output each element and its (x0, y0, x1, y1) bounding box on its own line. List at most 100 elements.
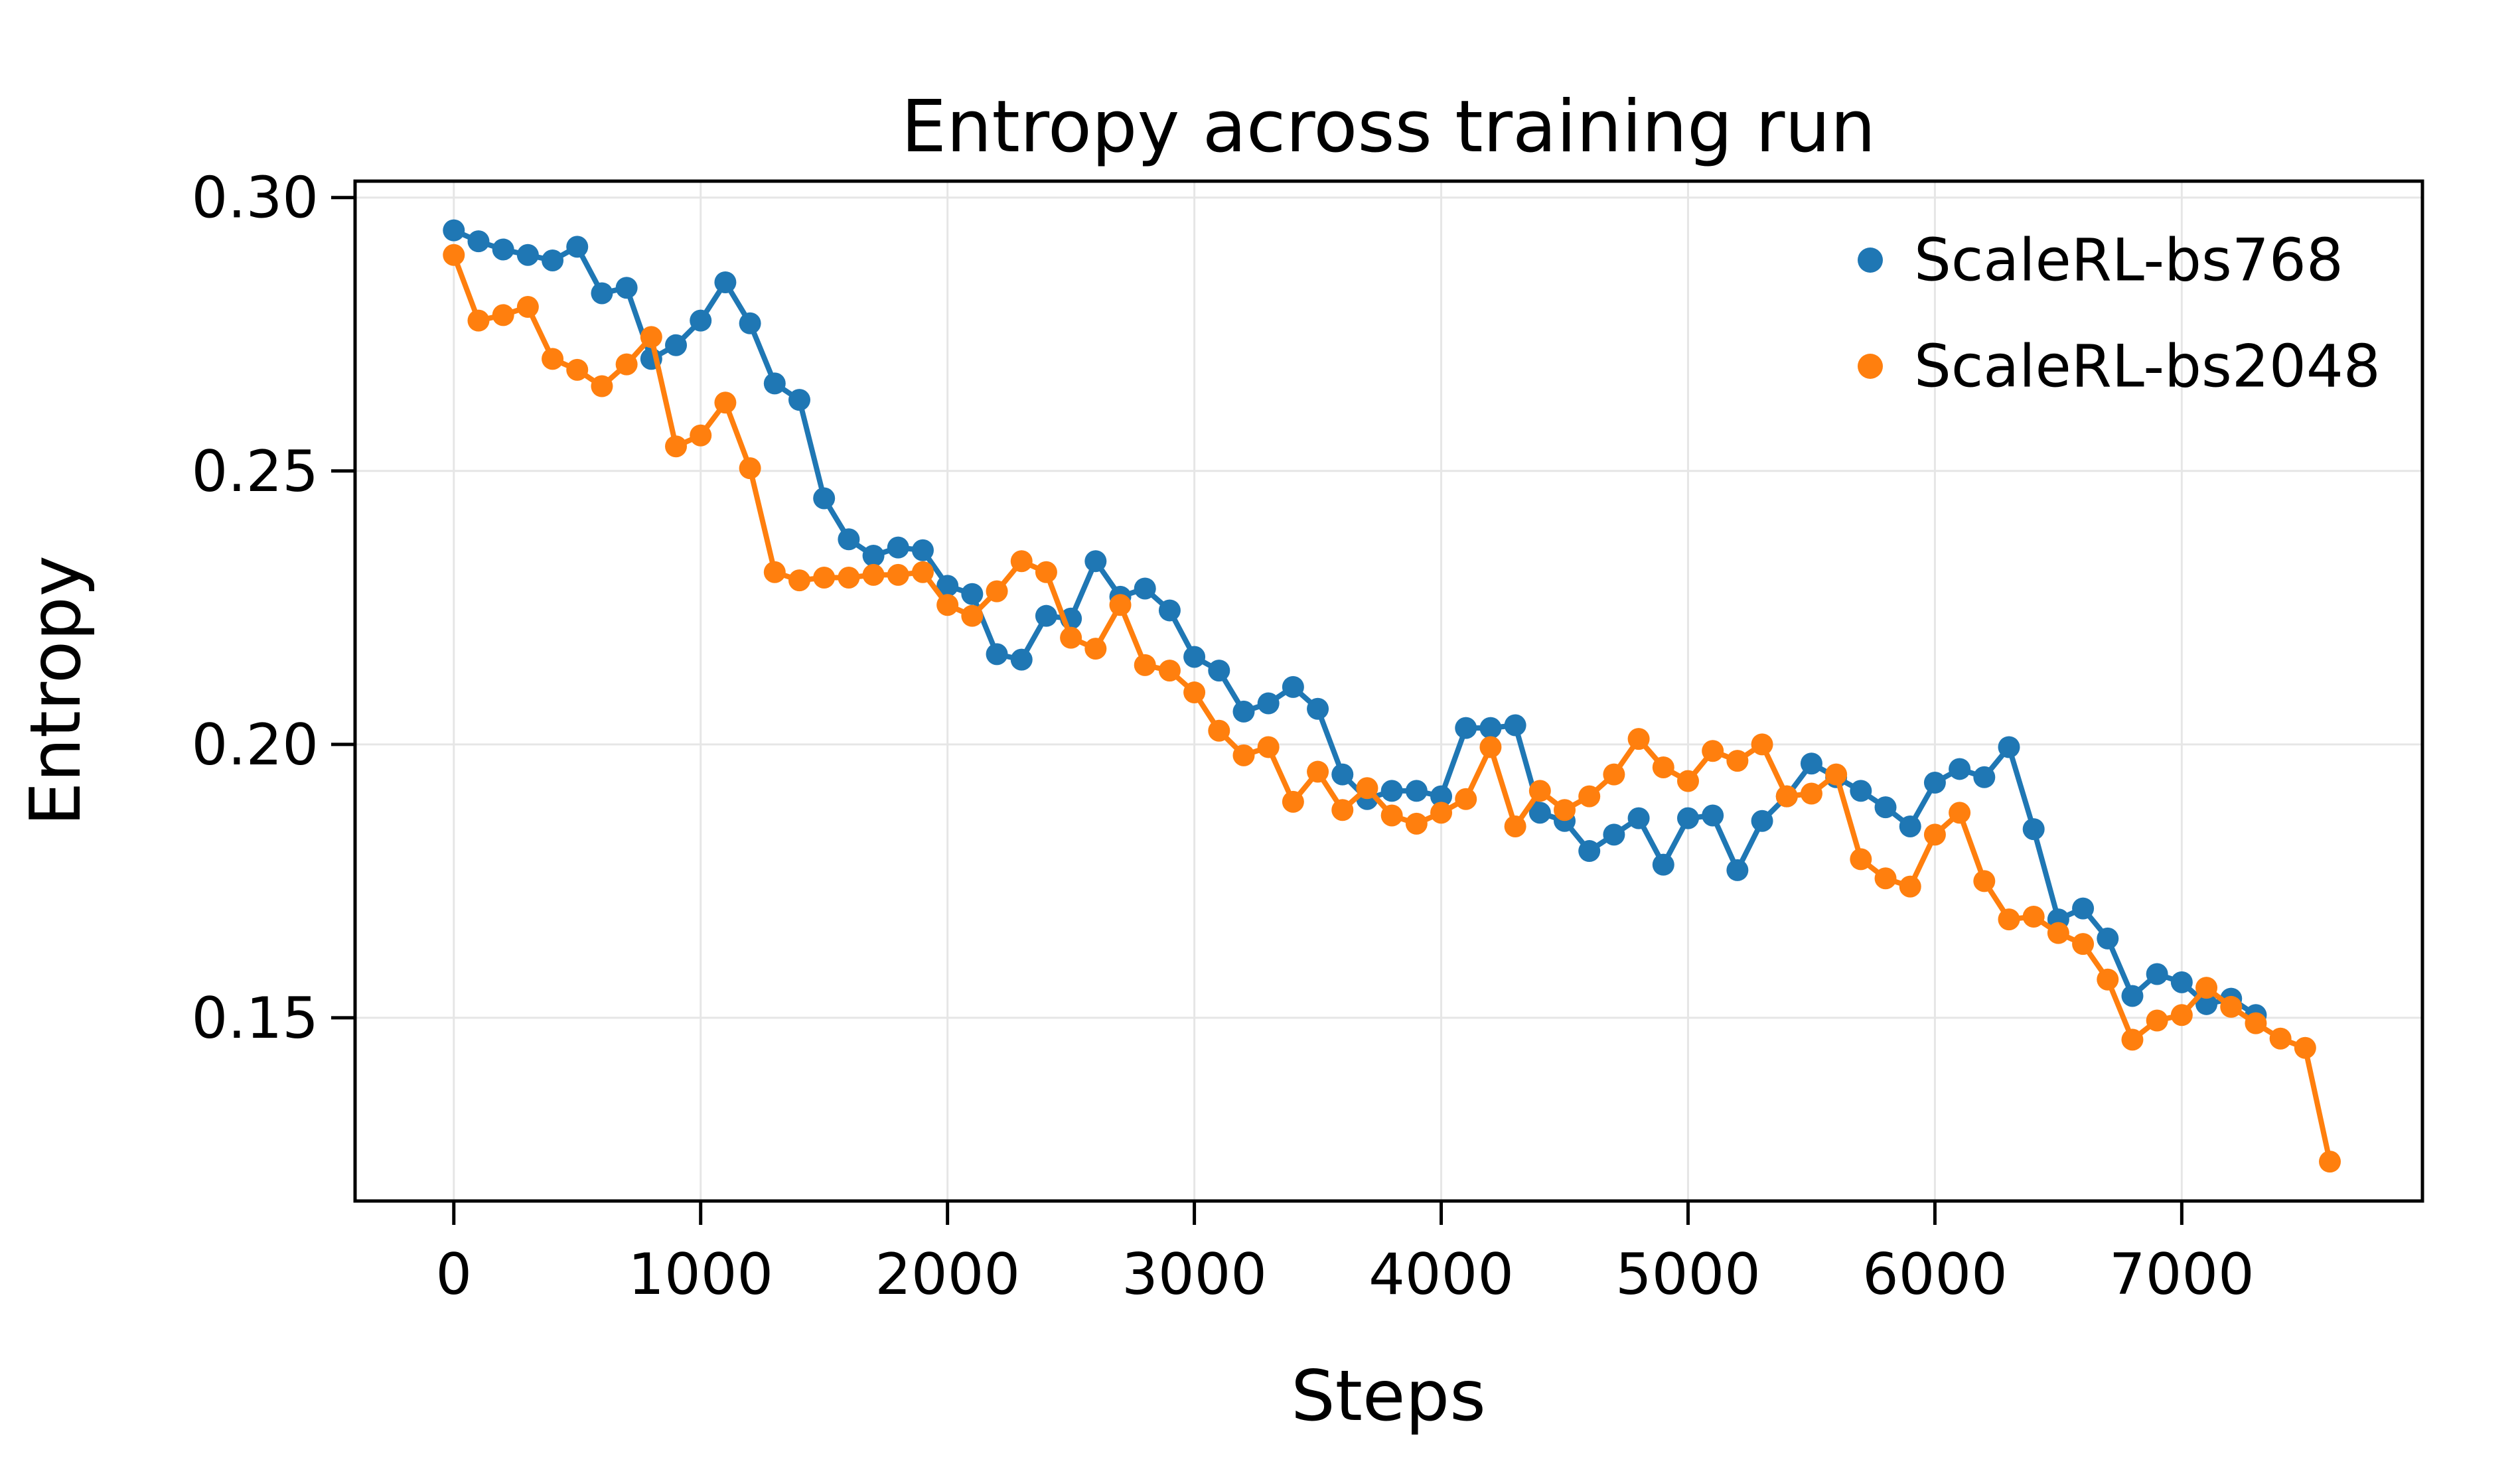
data-point (2121, 985, 2144, 1007)
data-point (467, 309, 490, 332)
data-point (838, 566, 860, 589)
data-point (1751, 810, 1773, 832)
data-point (1257, 692, 1280, 715)
data-point (986, 643, 1008, 666)
data-point (1899, 815, 1921, 837)
data-point (443, 219, 465, 242)
data-point (1307, 760, 1329, 783)
data-point (665, 435, 688, 458)
data-point (1134, 577, 1156, 600)
data-point (690, 424, 712, 447)
data-point (2220, 995, 2243, 1018)
data-point (516, 244, 539, 266)
data-point (2319, 1151, 2341, 1173)
data-point (1998, 908, 2020, 931)
data-point (813, 487, 836, 510)
data-point (788, 569, 810, 592)
data-point (936, 594, 959, 616)
data-point (1307, 697, 1329, 720)
data-point (1825, 763, 1848, 786)
data-point (1603, 763, 1625, 786)
data-point (1158, 660, 1181, 682)
data-point (714, 271, 737, 293)
data-point (2195, 993, 2218, 1015)
data-point (788, 389, 810, 411)
data-point (1430, 802, 1453, 824)
data-point (1528, 780, 1551, 802)
data-point (1800, 782, 1822, 805)
data-point (2072, 933, 2095, 955)
data-point (1528, 802, 1551, 824)
x-tick-label: 6000 (1862, 1241, 2008, 1308)
data-point (1998, 736, 2020, 758)
data-point (2022, 818, 2045, 841)
axis-ticks (331, 196, 2184, 1225)
data-point (1504, 815, 1526, 837)
data-point (1850, 848, 1872, 871)
data-point (1405, 812, 1428, 835)
legend-marker-bs2048 (1858, 354, 1883, 379)
data-point (443, 244, 465, 266)
data-point (1158, 599, 1181, 622)
data-point (838, 528, 860, 551)
x-tick-label: 2000 (875, 1241, 1020, 1308)
data-point (1232, 700, 1255, 723)
data-point (2170, 1004, 2193, 1026)
data-point (961, 604, 984, 627)
data-point (1060, 626, 1082, 649)
data-point (986, 580, 1008, 602)
data-point (1874, 796, 1897, 819)
data-point (1109, 594, 1132, 616)
data-point (1973, 870, 1996, 892)
data-point (566, 358, 589, 381)
data-point (1627, 728, 1650, 750)
data-point (1331, 763, 1354, 786)
data-point (1405, 780, 1428, 802)
data-point (1949, 802, 1971, 824)
x-tick-label: 7000 (2109, 1241, 2255, 1308)
data-point (887, 536, 909, 559)
data-point (862, 545, 885, 567)
data-point (739, 312, 761, 334)
data-point (1973, 766, 1996, 788)
data-point (2245, 1012, 2267, 1034)
data-point (1850, 780, 1872, 802)
data-point (862, 563, 885, 586)
data-point (887, 563, 909, 586)
y-axis-label: Entropy (15, 555, 96, 826)
data-point (2294, 1036, 2316, 1059)
data-point (1356, 777, 1378, 800)
data-point (1183, 646, 1206, 668)
data-point (1949, 758, 1971, 780)
data-point (1282, 675, 1304, 698)
chart-title: Entropy across training run (901, 86, 1876, 169)
data-point (2121, 1028, 2144, 1051)
data-point (2097, 968, 2119, 991)
y-tick-label: 0.15 (192, 985, 319, 1052)
data-point (566, 236, 589, 258)
data-point (1010, 550, 1033, 573)
data-point (1380, 780, 1403, 802)
x-tick-labels: 0 1000 2000 3000 4000 5000 6000 7000 (435, 1241, 2254, 1308)
data-point (1035, 604, 1057, 627)
data-point (1455, 717, 1477, 739)
data-point (1479, 717, 1502, 739)
data-point (1282, 790, 1304, 813)
data-point (1578, 785, 1601, 808)
data-point (1603, 823, 1625, 846)
data-point (542, 249, 564, 271)
data-point (1084, 550, 1107, 573)
data-point (1504, 714, 1526, 737)
data-point (2269, 1027, 2292, 1050)
y-tick-label: 0.30 (192, 165, 319, 232)
data-point (1084, 638, 1107, 660)
data-point (1923, 772, 1946, 794)
data-point (763, 561, 786, 583)
data-point (1800, 752, 1822, 775)
data-point (911, 539, 934, 561)
data-point (1726, 859, 1749, 881)
x-tick-label: 3000 (1122, 1241, 1267, 1308)
data-point (615, 353, 638, 376)
x-tick-label: 0 (435, 1241, 472, 1308)
